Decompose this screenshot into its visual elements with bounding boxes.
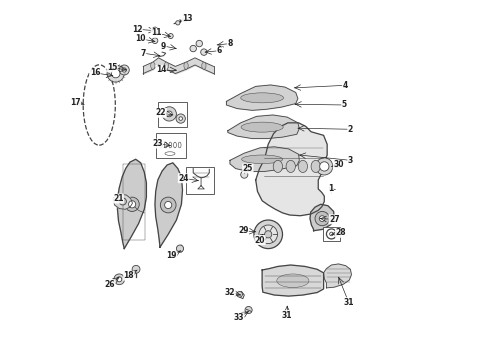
Polygon shape	[256, 123, 327, 216]
Ellipse shape	[151, 62, 155, 69]
Circle shape	[315, 211, 329, 226]
Polygon shape	[262, 265, 323, 296]
Circle shape	[176, 21, 180, 25]
Text: 26: 26	[105, 280, 115, 289]
Circle shape	[245, 306, 252, 314]
Text: 28: 28	[336, 228, 346, 237]
Ellipse shape	[241, 93, 284, 103]
Circle shape	[196, 40, 202, 47]
Text: 11: 11	[151, 28, 162, 37]
Ellipse shape	[164, 62, 169, 69]
Circle shape	[107, 65, 124, 82]
Text: 23: 23	[152, 139, 163, 148]
Polygon shape	[226, 85, 298, 111]
Polygon shape	[323, 264, 351, 288]
Bar	[158, 102, 187, 127]
Circle shape	[165, 202, 172, 208]
Circle shape	[162, 107, 176, 121]
Text: 7: 7	[141, 49, 146, 58]
Circle shape	[176, 245, 184, 252]
Ellipse shape	[241, 122, 283, 132]
Circle shape	[316, 158, 333, 175]
Circle shape	[132, 265, 140, 273]
Circle shape	[259, 225, 277, 244]
Text: 33: 33	[233, 313, 244, 322]
Text: 31: 31	[282, 311, 293, 320]
Text: 8: 8	[227, 39, 233, 48]
Text: 32: 32	[225, 288, 235, 297]
Text: 19: 19	[167, 251, 177, 260]
Text: 2: 2	[348, 125, 353, 134]
Text: 5: 5	[342, 100, 347, 109]
Text: 17: 17	[70, 98, 81, 107]
Polygon shape	[310, 204, 334, 231]
Text: 10: 10	[135, 35, 146, 44]
Circle shape	[128, 201, 136, 208]
Text: 31: 31	[343, 298, 354, 307]
Text: 6: 6	[217, 46, 222, 55]
Circle shape	[119, 198, 126, 205]
Text: 29: 29	[238, 226, 248, 235]
Circle shape	[152, 38, 158, 44]
Ellipse shape	[184, 62, 188, 69]
Circle shape	[179, 117, 182, 120]
Ellipse shape	[202, 62, 206, 69]
Circle shape	[117, 277, 122, 282]
Polygon shape	[230, 147, 299, 171]
Text: 15: 15	[107, 63, 117, 72]
Text: 14: 14	[156, 66, 166, 75]
Text: 21: 21	[113, 194, 123, 203]
Circle shape	[167, 111, 172, 117]
Circle shape	[111, 69, 120, 78]
Ellipse shape	[298, 160, 308, 172]
Ellipse shape	[286, 160, 295, 172]
Circle shape	[122, 68, 126, 72]
Ellipse shape	[242, 155, 283, 163]
Circle shape	[201, 49, 207, 55]
Circle shape	[237, 292, 243, 297]
Circle shape	[114, 274, 124, 285]
Circle shape	[319, 162, 329, 171]
Circle shape	[152, 27, 158, 33]
Circle shape	[241, 171, 248, 178]
Text: 20: 20	[255, 235, 265, 244]
Text: 25: 25	[243, 164, 253, 173]
Text: 30: 30	[333, 161, 344, 170]
Polygon shape	[114, 194, 132, 209]
Polygon shape	[155, 163, 182, 247]
Polygon shape	[118, 159, 147, 249]
Text: 1: 1	[328, 184, 333, 193]
Text: 9: 9	[161, 41, 166, 50]
Circle shape	[160, 197, 176, 213]
Bar	[156, 133, 186, 158]
Text: 12: 12	[132, 25, 143, 34]
Text: 4: 4	[343, 81, 347, 90]
Text: 27: 27	[329, 215, 340, 224]
Text: 18: 18	[123, 271, 134, 280]
Text: 24: 24	[178, 174, 189, 183]
Text: 16: 16	[90, 68, 100, 77]
Circle shape	[119, 65, 129, 75]
Circle shape	[125, 197, 139, 211]
Text: 3: 3	[348, 156, 353, 165]
Circle shape	[319, 216, 325, 221]
Polygon shape	[228, 115, 299, 139]
Ellipse shape	[311, 160, 320, 172]
Bar	[323, 227, 340, 241]
Circle shape	[254, 220, 283, 249]
Text: 22: 22	[156, 108, 166, 117]
Circle shape	[190, 45, 196, 52]
Ellipse shape	[277, 274, 309, 288]
Bar	[186, 167, 214, 194]
Circle shape	[168, 33, 173, 39]
Ellipse shape	[273, 160, 283, 172]
Circle shape	[176, 114, 185, 123]
Circle shape	[265, 231, 272, 238]
Text: 13: 13	[182, 14, 193, 23]
